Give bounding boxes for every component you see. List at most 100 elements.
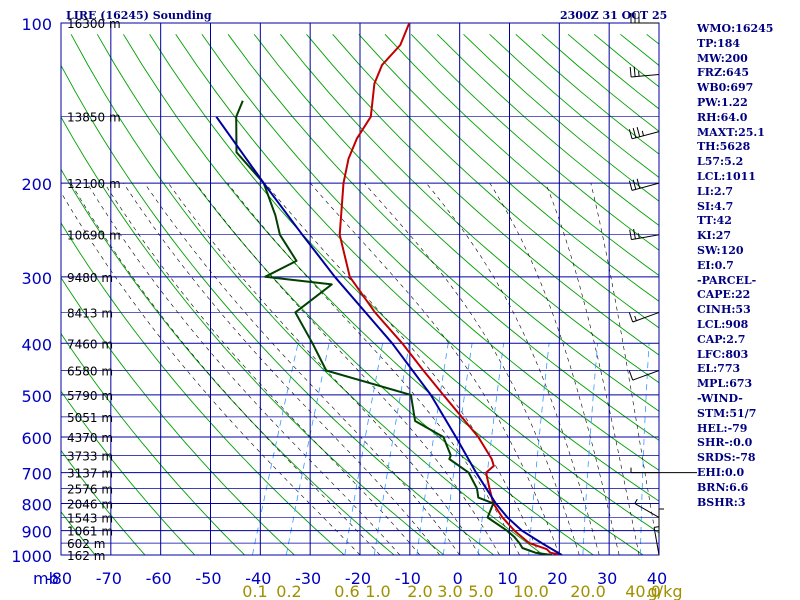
wind-barb bbox=[629, 66, 660, 78]
mixing-ratio-label: 0.1 bbox=[242, 582, 267, 600]
dry-adiabat-line bbox=[280, 34, 659, 384]
chart-timestamp: 2300Z 31 OCT 25 bbox=[560, 9, 668, 22]
height-label: 8413 m bbox=[67, 306, 113, 320]
index-line: EHI:0.0 bbox=[697, 465, 745, 479]
index-line: CAPE:22 bbox=[697, 288, 751, 302]
temperature-grid bbox=[60, 23, 660, 555]
height-label: 7460 m bbox=[67, 337, 113, 351]
mixing-ratio-lines bbox=[252, 343, 650, 555]
height-label: 2576 m bbox=[67, 483, 113, 497]
index-line: FRZ:645 bbox=[697, 66, 750, 80]
moist-adiabat-line bbox=[426, 182, 600, 555]
wind-barb bbox=[628, 126, 660, 140]
height-label: 12100 m bbox=[67, 177, 121, 191]
index-line: TH:5628 bbox=[697, 140, 751, 154]
index-line: RH:64.0 bbox=[697, 110, 748, 124]
height-label: 1543 m bbox=[67, 511, 113, 525]
dry-adiabat-line bbox=[253, 34, 659, 412]
mixing-ratio-line bbox=[344, 343, 383, 555]
height-label: 602 m bbox=[67, 537, 105, 551]
height-label: 16300 m bbox=[67, 17, 121, 31]
wind-barb bbox=[630, 13, 659, 24]
temperature-tick-label: -80 bbox=[46, 569, 72, 588]
height-label: 1061 m bbox=[67, 525, 113, 539]
moist-adiabat-line bbox=[123, 182, 440, 555]
height-label: 13850 m bbox=[67, 111, 121, 125]
wind-barb bbox=[628, 178, 660, 191]
temperature-tick-label: -30 bbox=[295, 569, 321, 588]
temperature-tick-label: -70 bbox=[96, 569, 122, 588]
index-line: SI:4.7 bbox=[697, 199, 734, 213]
index-line: BSHR:3 bbox=[697, 495, 746, 509]
height-label: 3733 m bbox=[67, 449, 113, 463]
temperature-tick-label: -60 bbox=[146, 569, 172, 588]
temperature-tick-label: -20 bbox=[345, 569, 371, 588]
index-line: TP:184 bbox=[697, 36, 741, 50]
chart-title: LIRE (16245) Sounding bbox=[66, 9, 212, 22]
mixing-ratio-label: 10.0 bbox=[513, 582, 549, 600]
index-line: LCL:1011 bbox=[697, 169, 756, 183]
dry-adiabat-line bbox=[384, 33, 659, 277]
index-line: SRDS:-78 bbox=[697, 451, 756, 465]
dry-adiabat-line bbox=[61, 222, 345, 555]
dry-adiabat-line bbox=[70, 34, 545, 555]
index-line: BRN:6.6 bbox=[697, 480, 749, 494]
index-line: LI:2.7 bbox=[697, 184, 734, 198]
height-label: 3137 m bbox=[67, 467, 113, 481]
index-line: EI:0.7 bbox=[697, 258, 734, 272]
pressure-tick-label: 200 bbox=[21, 175, 52, 194]
dry-adiabat-line bbox=[227, 34, 659, 441]
dry-adiabat-line bbox=[61, 116, 445, 555]
pressure-tick-label: 300 bbox=[21, 269, 52, 288]
height-label: 6580 m bbox=[67, 365, 113, 379]
index-line: HEL:-79 bbox=[697, 421, 748, 435]
mixing-ratio-line bbox=[252, 343, 299, 555]
mixing-ratio-label: 1.0 bbox=[365, 582, 390, 600]
index-line: MW:200 bbox=[697, 51, 748, 65]
index-line: SHR-:0.0 bbox=[697, 436, 753, 450]
index-line: -PARCEL- bbox=[697, 273, 757, 287]
index-line: L57:5.2 bbox=[697, 155, 744, 169]
indices-panel: WMO:16245 TP:184 MW:200 FRZ:645 WB0:697 PW:1.… bbox=[697, 22, 800, 510]
dry-adiabat-line bbox=[201, 34, 659, 471]
pressure-tick-label: 1000 bbox=[11, 547, 52, 566]
pressure-tick-label: 600 bbox=[21, 429, 52, 448]
dry-adiabat-line bbox=[175, 34, 659, 502]
mixing-ratio-label: 40.0 bbox=[625, 582, 661, 600]
temperature-tick-label: -50 bbox=[195, 569, 221, 588]
dry-adiabat-line bbox=[96, 34, 595, 555]
temperature-tick-label: 20 bbox=[547, 569, 567, 588]
moist-adiabat-line bbox=[363, 182, 580, 555]
dry-adiabat-line bbox=[358, 33, 659, 302]
plot-frame bbox=[60, 22, 660, 556]
index-line: PW:1.22 bbox=[697, 95, 748, 109]
index-line: SW:120 bbox=[697, 243, 744, 257]
parcel-profile-line bbox=[215, 116, 563, 555]
moist-adiabats bbox=[61, 182, 659, 555]
dry-adiabat-line bbox=[306, 34, 659, 356]
height-label: 2046 m bbox=[67, 497, 113, 511]
index-line: -WIND- bbox=[697, 391, 743, 405]
temperature-tick-label: 30 bbox=[597, 569, 617, 588]
moist-adiabat-line bbox=[104, 182, 421, 555]
mixing-ratio-label: g/kg bbox=[648, 582, 683, 600]
pressure-tick-label: 500 bbox=[21, 387, 52, 406]
wind-barb bbox=[630, 467, 660, 474]
height-label: 10690 m bbox=[67, 229, 121, 243]
index-line: LCL:908 bbox=[697, 317, 749, 331]
pressure-tick-label: 400 bbox=[21, 335, 52, 354]
dry-adiabat-line bbox=[61, 276, 296, 555]
index-line: CAP:2.7 bbox=[697, 332, 746, 346]
height-label: 162 m bbox=[67, 549, 105, 563]
dry-adiabat-line bbox=[61, 449, 146, 555]
mixing-ratio-label: 0.6 bbox=[334, 582, 359, 600]
wind-barb bbox=[629, 228, 660, 241]
moist-adiabat-line bbox=[195, 182, 500, 555]
mixing-ratio-labels: 0.1 0.2 0.6 1.0 2.0 3.0 5.0 10.0 20.0 40.0g/kg bbox=[242, 582, 682, 600]
height-label: 5051 m bbox=[67, 411, 113, 425]
y-axis-unit-label: mb bbox=[33, 569, 59, 588]
index-line: KI:27 bbox=[697, 229, 732, 243]
